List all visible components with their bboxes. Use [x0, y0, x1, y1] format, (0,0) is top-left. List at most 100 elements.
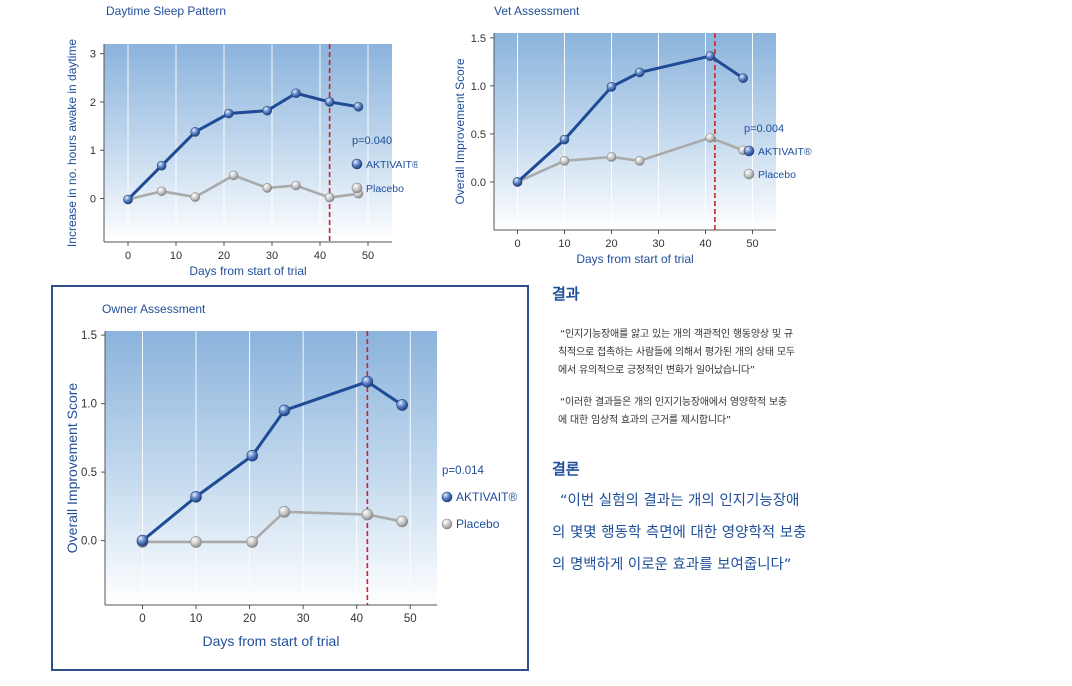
- vet-legend-marker-placebo: [743, 168, 755, 180]
- vet-data-point-aktivait: [634, 67, 645, 78]
- vet-x-tick-label: 50: [746, 238, 758, 250]
- sleep-x-tick-label: 0: [125, 250, 131, 262]
- sleep-y-axis-label: Increase in no. hours awake in daytime: [65, 39, 79, 247]
- owner-y-tick-label: 0.5: [81, 467, 97, 479]
- vet-series-line-aktivait: [516, 54, 744, 184]
- owner-data-point-aktivait: [136, 534, 149, 547]
- owner-legend-marker-aktivait: [441, 491, 453, 503]
- vet-plot-area: [494, 33, 776, 230]
- sleep-x-tick-label: 40: [314, 250, 326, 262]
- sleep-x-axis-label: Days from start of trial: [189, 264, 306, 278]
- vet-x-axis-label: Days from start of trial: [576, 252, 693, 266]
- sleep-series-line-placebo: [127, 174, 359, 201]
- owner-data-point-aktivait: [396, 399, 408, 411]
- vet-data-point-aktivait: [559, 134, 570, 145]
- owner-data-point-aktivait: [190, 490, 202, 503]
- vet-data-point-aktivait: [738, 73, 748, 83]
- owner-p-value: p=0.014: [442, 465, 484, 477]
- sleep-data-point-aktivait: [324, 97, 335, 107]
- vet-legend-label-placebo: Placebo: [758, 169, 796, 181]
- sleep-chart: 0 1 2 3 0 10 20 30 40 50 Daytime Sleep Pattern Days…: [58, 0, 420, 285]
- sleep-x-tick-label: 30: [266, 250, 278, 262]
- sleep-x-tick-label: 20: [218, 250, 230, 262]
- vet-data-point-placebo: [606, 152, 617, 162]
- vet-chart-title: Vet Assessment: [494, 4, 580, 18]
- vet-legend-label-aktivait: AKTIVAIT®: [758, 146, 812, 158]
- sleep-data-point-aktivait: [190, 127, 200, 137]
- result-heading: 결과: [552, 285, 580, 303]
- sleep-legend-label-placebo: Placebo: [366, 183, 404, 195]
- sleep-plot-area: [104, 44, 392, 242]
- sleep-data-point-aktivait: [156, 160, 167, 171]
- owner-y-tick-label: 1.0: [81, 399, 97, 411]
- vet-series-line-placebo: [516, 136, 744, 184]
- owner-x-tick-label: 0: [139, 613, 145, 625]
- sleep-series-line-aktivait: [126, 91, 359, 201]
- vet-data-point-aktivait: [606, 82, 617, 92]
- sleep-data-point-placebo: [190, 192, 200, 202]
- sleep-y-tick-label: 2: [90, 97, 96, 109]
- owner-x-tick-label: 50: [404, 613, 417, 625]
- vet-y-tick-label: 0.0: [471, 177, 486, 189]
- sleep-data-point-aktivait: [291, 88, 301, 99]
- vet-data-point-aktivait: [512, 177, 523, 187]
- owner-x-tick-label: 20: [243, 613, 256, 625]
- owner-chart: 0.0 0.5 1.0 1.5 0 10 20 30 40 50 Owner Assessment D…: [53, 287, 527, 669]
- owner-data-point-placebo: [190, 536, 202, 548]
- sleep-chart-title: Daytime Sleep Pattern: [106, 4, 226, 18]
- owner-data-point-aktivait: [361, 375, 374, 388]
- sleep-data-point-placebo: [324, 192, 335, 203]
- sleep-legend-marker-placebo: [351, 182, 363, 194]
- vet-y-tick-label: 1.0: [471, 81, 486, 93]
- owner-legend-label-placebo: Placebo: [456, 517, 500, 531]
- vet-data-point-placebo: [634, 156, 645, 166]
- vet-x-tick-label: 10: [558, 238, 570, 250]
- result-paragraph-1-line: 칙적으로 접촉하는 사람들에 의해서 평가된 개의 상태 모두: [558, 347, 795, 358]
- sleep-y-tick-label: 3: [90, 49, 96, 61]
- owner-legend-marker-placebo: [441, 518, 453, 530]
- owner-x-axis-label: Days from start of trial: [203, 633, 340, 649]
- owner-data-point-aktivait: [278, 404, 291, 417]
- sleep-data-point-aktivait: [123, 194, 133, 205]
- vet-y-tick-label: 1.5: [471, 33, 486, 45]
- result-paragraph-1-line: 에서 유의적으로 긍정적인 변화가 일어났습니다”: [558, 365, 755, 376]
- vet-chart: 0.0 0.5 1.0 1.5 0 10 20 30 40 50 Vet Assessment Day…: [448, 0, 838, 275]
- owner-data-point-aktivait: [246, 449, 259, 462]
- sleep-legend-label-aktivait: AKTIVAIT®: [366, 159, 418, 171]
- owner-chart-frame: [51, 285, 529, 671]
- sleep-data-point-placebo: [228, 170, 239, 181]
- owner-data-point-placebo: [396, 515, 408, 528]
- result-paragraph-2-line: “이러한 결과들은 개의 인지기능장애에서 영양학적 보충: [560, 397, 787, 408]
- sleep-data-point-placebo: [156, 186, 167, 197]
- owner-data-point-placebo: [361, 508, 374, 521]
- owner-series-line-aktivait: [141, 380, 404, 542]
- vet-legend-marker-aktivait: [743, 145, 755, 157]
- sleep-data-point-aktivait: [353, 101, 364, 112]
- vet-x-tick-label: 30: [652, 238, 664, 250]
- sleep-x-tick-label: 50: [362, 250, 374, 262]
- owner-chart-svg: 0.0 0.5 1.0 1.5 0 10 20 30 40 50 Owner Assessment D…: [64, 302, 517, 649]
- sleep-data-point-aktivait: [262, 105, 272, 116]
- vet-x-tick-label: 0: [514, 238, 520, 250]
- sleep-legend-marker-aktivait: [351, 158, 363, 170]
- owner-series-line-placebo: [142, 510, 403, 544]
- sleep-x-tick-label: 10: [170, 250, 182, 262]
- owner-plot-area: [105, 331, 437, 605]
- owner-x-tick-label: 30: [297, 613, 310, 625]
- vet-data-point-placebo: [705, 132, 716, 143]
- owner-x-tick-label: 40: [350, 613, 363, 625]
- owner-y-tick-label: 1.5: [81, 330, 97, 342]
- sleep-y-tick-label: 1: [90, 145, 96, 157]
- result-paragraph-1-line: “인지기능장애를 앓고 있는 개의 객관적인 행동양상 및 규: [560, 329, 793, 340]
- vet-data-point-placebo: [559, 156, 570, 166]
- result-paragraph-2-line: 에 대한 임상적 효과의 근거를 제시합니다”: [558, 415, 731, 426]
- sleep-data-point-placebo: [291, 180, 301, 191]
- owner-data-point-placebo: [278, 506, 291, 518]
- sleep-p-value: p=0.040: [352, 135, 392, 147]
- vet-x-tick-label: 40: [699, 238, 711, 250]
- conclusion-line: “이번 실험의 결과는 개의 인지기능장애: [560, 493, 800, 509]
- vet-y-tick-label: 0.5: [471, 129, 486, 141]
- sleep-data-point-aktivait: [224, 108, 234, 119]
- owner-y-tick-label: 0.0: [81, 536, 97, 548]
